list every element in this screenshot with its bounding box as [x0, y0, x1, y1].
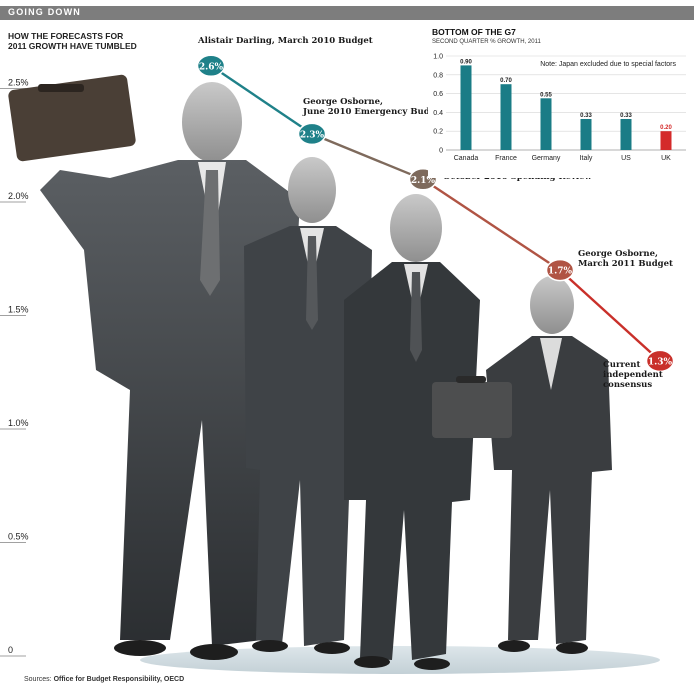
trend-segment: [311, 132, 424, 181]
forecast-point-value: 2.3%: [300, 130, 325, 140]
forecast-point-caption: June 2010 Emergency Budget: [302, 107, 445, 117]
main-chart-subtitle: HOW THE FORECASTS FOR 2011 GROWTH HAVE T…: [8, 31, 158, 51]
g7-subtitle: SECOND QUARTER % GROWTH, 2011: [432, 39, 541, 45]
subtitle-line-1: HOW THE FORECASTS FOR: [8, 31, 124, 41]
trend-segment: [559, 269, 661, 362]
forecast-point-caption: consensus: [603, 380, 652, 390]
y-tick-label: 1.5%: [8, 305, 29, 315]
g7-bar: [660, 131, 672, 150]
forecast-point-marker: [645, 349, 675, 373]
figure-osborne-2: [344, 194, 480, 670]
sources-line: Sources: Office for Budget Responsibilit…: [24, 676, 184, 683]
trend-segment: [422, 178, 561, 272]
y-tick-label: 2.5%: [8, 78, 29, 88]
forecast-point-value: 1.7%: [548, 267, 573, 277]
forecast-point-caption: George Osborne,: [578, 249, 658, 259]
forecast-point-caption: Current: [603, 360, 640, 370]
g7-title: BOTTOM OF THE G7: [432, 27, 516, 37]
g7-panel: [428, 22, 694, 178]
g7-category-label: Germany: [532, 155, 561, 162]
trend-segment: [210, 64, 313, 135]
g7-y-tick-label: 0.4: [433, 110, 443, 117]
figure-osborne-3: [432, 276, 612, 654]
y-axis: 0 0.5% 1.0% 1.5% 2.0% 2.5%: [0, 78, 29, 657]
section-banner: GOING DOWN: [0, 6, 694, 20]
forecast-point-caption: independent: [603, 370, 663, 380]
g7-y-tick-label: 0.8: [433, 72, 443, 79]
g7-bar-value: 0.33: [620, 113, 632, 119]
g7-bar: [460, 65, 472, 150]
forecast-point-marker: [297, 122, 327, 146]
sources-names: Office for Budget Responsibility, OECD: [53, 676, 185, 683]
g7-bar-value: 0.90: [460, 59, 472, 65]
g7-y-tick-label: 1.0: [433, 54, 443, 61]
forecast-point-caption: George Osborne,: [303, 97, 383, 107]
figure-osborne-1: [244, 157, 372, 654]
forecast-point-marker: [545, 258, 575, 282]
forecast-point-caption: Alistair Darling, March 2010 Budget: [197, 36, 373, 46]
y-tick-label: 0.5%: [8, 532, 29, 542]
g7-plot-area: 0 0.2 0.4 0.6 0.8 1.0 0.90 Canada 0.70 France 0.55…: [433, 54, 686, 162]
g7-note: Note: Japan excluded due to special fact…: [540, 61, 676, 68]
g7-y-tick-label: 0.6: [433, 91, 443, 98]
g7-y-tick-label: 0: [439, 148, 443, 155]
g7-category-label: UK: [661, 155, 671, 162]
figure-darling: [8, 74, 300, 660]
section-label: GOING DOWN: [8, 7, 81, 17]
g7-bar-value: 0.55: [540, 92, 552, 98]
sources-prefix: Sources:: [24, 676, 54, 683]
g7-y-tick-label: 0.2: [433, 129, 443, 136]
g7-bar-value: 0.70: [500, 78, 512, 84]
g7-category-label: US: [621, 155, 631, 162]
g7-bar-value: 0.33: [580, 113, 592, 119]
g7-category-label: Canada: [454, 155, 479, 162]
g7-bar: [620, 118, 632, 150]
g7-bar: [580, 118, 592, 150]
forecast-point-caption: March 2011 Budget: [578, 259, 673, 269]
y-tick-label: 2.0%: [8, 191, 29, 201]
g7-inset-chart: BOTTOM OF THE G7 SECOND QUARTER % GROWTH…: [428, 22, 694, 178]
g7-bar: [540, 98, 552, 150]
forecast-point-value: 2.1%: [411, 176, 436, 186]
photo-figures: [8, 74, 660, 674]
forecast-series: 2.6% Alistair Darling, March 2010 Budget 2…: [196, 36, 675, 390]
y-tick-label: 1.0%: [8, 418, 29, 428]
g7-category-label: France: [495, 155, 517, 162]
g7-bar: [500, 84, 512, 150]
g7-bar-value: 0.20: [660, 125, 672, 131]
forecast-point-marker: [196, 54, 226, 78]
y-tick-label: 0: [8, 645, 13, 655]
forecast-point-value: 1.3%: [648, 357, 673, 367]
forecast-point-value: 2.6%: [199, 62, 224, 72]
subtitle-line-2: 2011 GROWTH HAVE TUMBLED: [8, 41, 137, 51]
g7-category-label: Italy: [580, 155, 593, 162]
